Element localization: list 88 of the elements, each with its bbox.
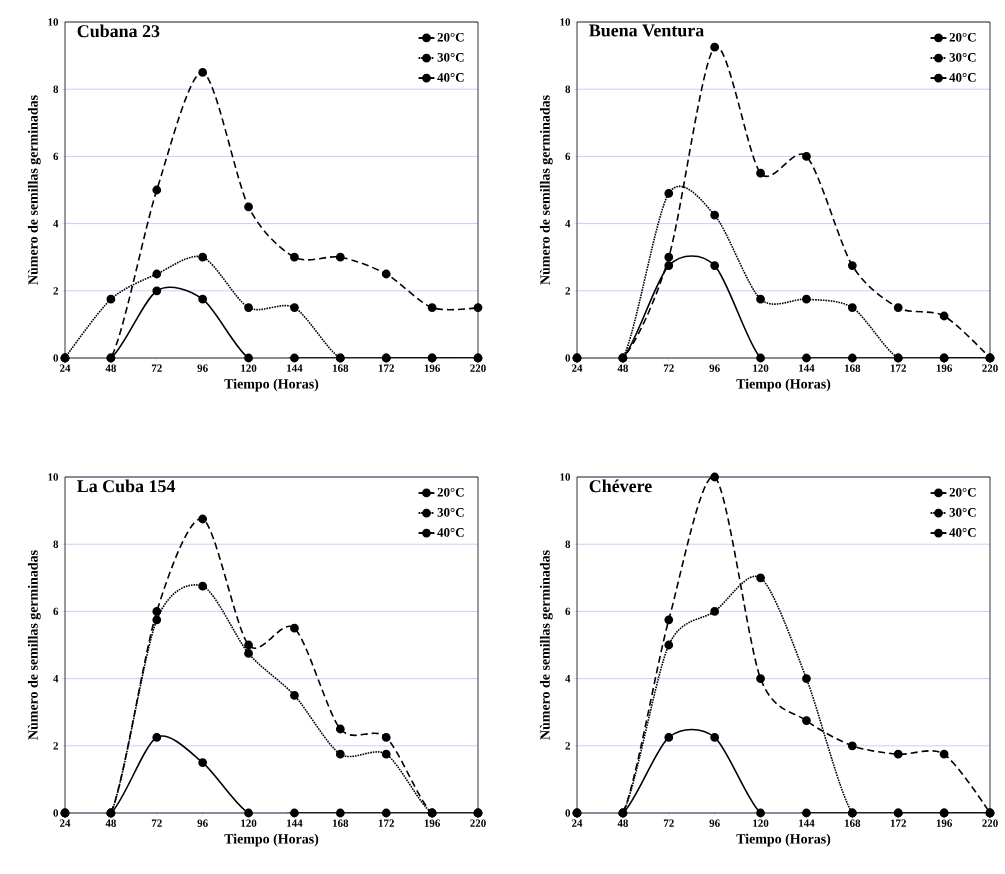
x-tick-label: 24 — [571, 819, 583, 827]
y-tick-label: 6 — [53, 607, 59, 616]
x-tick-label: 168 — [332, 364, 349, 372]
x-tick-label: 72 — [151, 819, 162, 827]
x-tick-label: 168 — [332, 819, 349, 827]
legend-label: 20°C — [437, 487, 464, 497]
y-tick-label: 0 — [565, 809, 571, 817]
y-tick-label: 8 — [565, 540, 571, 548]
legend-label: 30°C — [949, 52, 976, 62]
x-tick-label: 196 — [424, 819, 441, 827]
y-axis-title: Nùmero de semillas germinadas — [539, 550, 553, 740]
x-tick-label: 96 — [197, 364, 208, 372]
y-tick-label: 10 — [48, 18, 59, 26]
x-tick-label: 120 — [753, 364, 769, 372]
legend-label: 40°C — [437, 528, 464, 537]
x-tick-label: 144 — [287, 364, 303, 372]
y-tick-label: 4 — [565, 220, 571, 228]
x-tick-label: 220 — [470, 819, 486, 827]
x-tick-label: 220 — [982, 364, 998, 372]
x-tick-label: 172 — [378, 364, 394, 372]
y-tick-label: 8 — [53, 540, 59, 548]
x-tick-label: 196 — [936, 364, 953, 372]
y-tick-label: 8 — [565, 85, 571, 93]
x-tick-label: 48 — [617, 364, 628, 372]
x-tick-label: 172 — [378, 819, 394, 827]
y-tick-label: 4 — [565, 675, 571, 683]
x-tick-label: 72 — [663, 364, 674, 372]
y-tick-label: 0 — [565, 354, 571, 362]
x-tick-label: 24 — [571, 364, 583, 372]
x-axis-title: Tiempo (Horas) — [736, 833, 831, 847]
legend-label: 20°C — [949, 32, 976, 42]
y-axis-title: Nùmero de semillas germinadas — [27, 95, 41, 285]
y-tick-label: 0 — [53, 354, 59, 362]
x-axis-title: Tiempo (Horas) — [736, 378, 831, 392]
y-tick-label: 10 — [560, 18, 571, 26]
y-tick-label: 10 — [560, 473, 571, 481]
y-tick-label: 2 — [53, 742, 59, 750]
y-axis-title: Nùmero de semillas germinadas — [539, 95, 553, 285]
legend-label: 40°C — [437, 73, 464, 82]
legend-label: 20°C — [437, 32, 464, 42]
x-tick-label: 72 — [151, 364, 162, 372]
legend-label: 40°C — [949, 73, 976, 82]
x-tick-label: 96 — [197, 819, 208, 827]
y-tick-label: 2 — [53, 287, 59, 295]
x-tick-label: 196 — [424, 364, 441, 372]
x-tick-label: 96 — [709, 819, 720, 827]
x-tick-label: 24 — [59, 819, 71, 827]
chart-title: Buena Ventura — [589, 24, 704, 37]
legend-label: 30°C — [437, 507, 464, 517]
y-tick-label: 6 — [565, 607, 571, 616]
y-tick-label: 10 — [48, 473, 59, 481]
y-tick-label: 6 — [565, 152, 571, 161]
y-axis-title: Nùmero de semillas germinadas — [27, 550, 41, 740]
x-tick-label: 172 — [890, 819, 906, 827]
x-axis-title: Tiempo (Horas) — [224, 378, 319, 392]
x-tick-label: 72 — [663, 819, 674, 827]
x-tick-label: 220 — [982, 819, 998, 827]
x-tick-label: 220 — [470, 364, 486, 372]
y-tick-label: 0 — [53, 809, 59, 817]
y-tick-label: 8 — [53, 85, 59, 93]
x-axis-title: Tiempo (Horas) — [224, 833, 319, 847]
y-tick-label: 2 — [565, 287, 571, 295]
y-tick-label: 2 — [565, 742, 571, 750]
y-tick-label: 6 — [53, 152, 59, 161]
x-tick-label: 144 — [287, 819, 303, 827]
x-tick-label: 168 — [844, 819, 861, 827]
y-tick-label: 4 — [53, 675, 59, 683]
x-tick-label: 144 — [799, 819, 815, 827]
x-tick-label: 48 — [617, 819, 628, 827]
x-tick-label: 120 — [241, 819, 257, 827]
x-tick-label: 48 — [105, 819, 116, 827]
x-tick-label: 96 — [709, 364, 720, 372]
chart-title: La Cuba 154 — [77, 479, 176, 493]
legend-label: 20°C — [949, 487, 976, 497]
chart-title: Cubana 23 — [77, 24, 160, 38]
x-tick-label: 196 — [936, 819, 953, 827]
legend-label: 30°C — [949, 507, 976, 517]
legend-label: 30°C — [437, 52, 464, 62]
y-tick-label: 4 — [53, 220, 59, 228]
x-tick-label: 120 — [753, 819, 769, 827]
x-tick-label: 48 — [105, 364, 116, 372]
x-tick-label: 168 — [844, 364, 861, 372]
x-tick-label: 144 — [799, 364, 815, 372]
x-tick-label: 24 — [59, 364, 71, 372]
chart-title: Chévere — [589, 479, 652, 493]
x-tick-label: 120 — [241, 364, 257, 372]
legend-label: 40°C — [949, 528, 976, 537]
x-tick-label: 172 — [890, 364, 906, 372]
